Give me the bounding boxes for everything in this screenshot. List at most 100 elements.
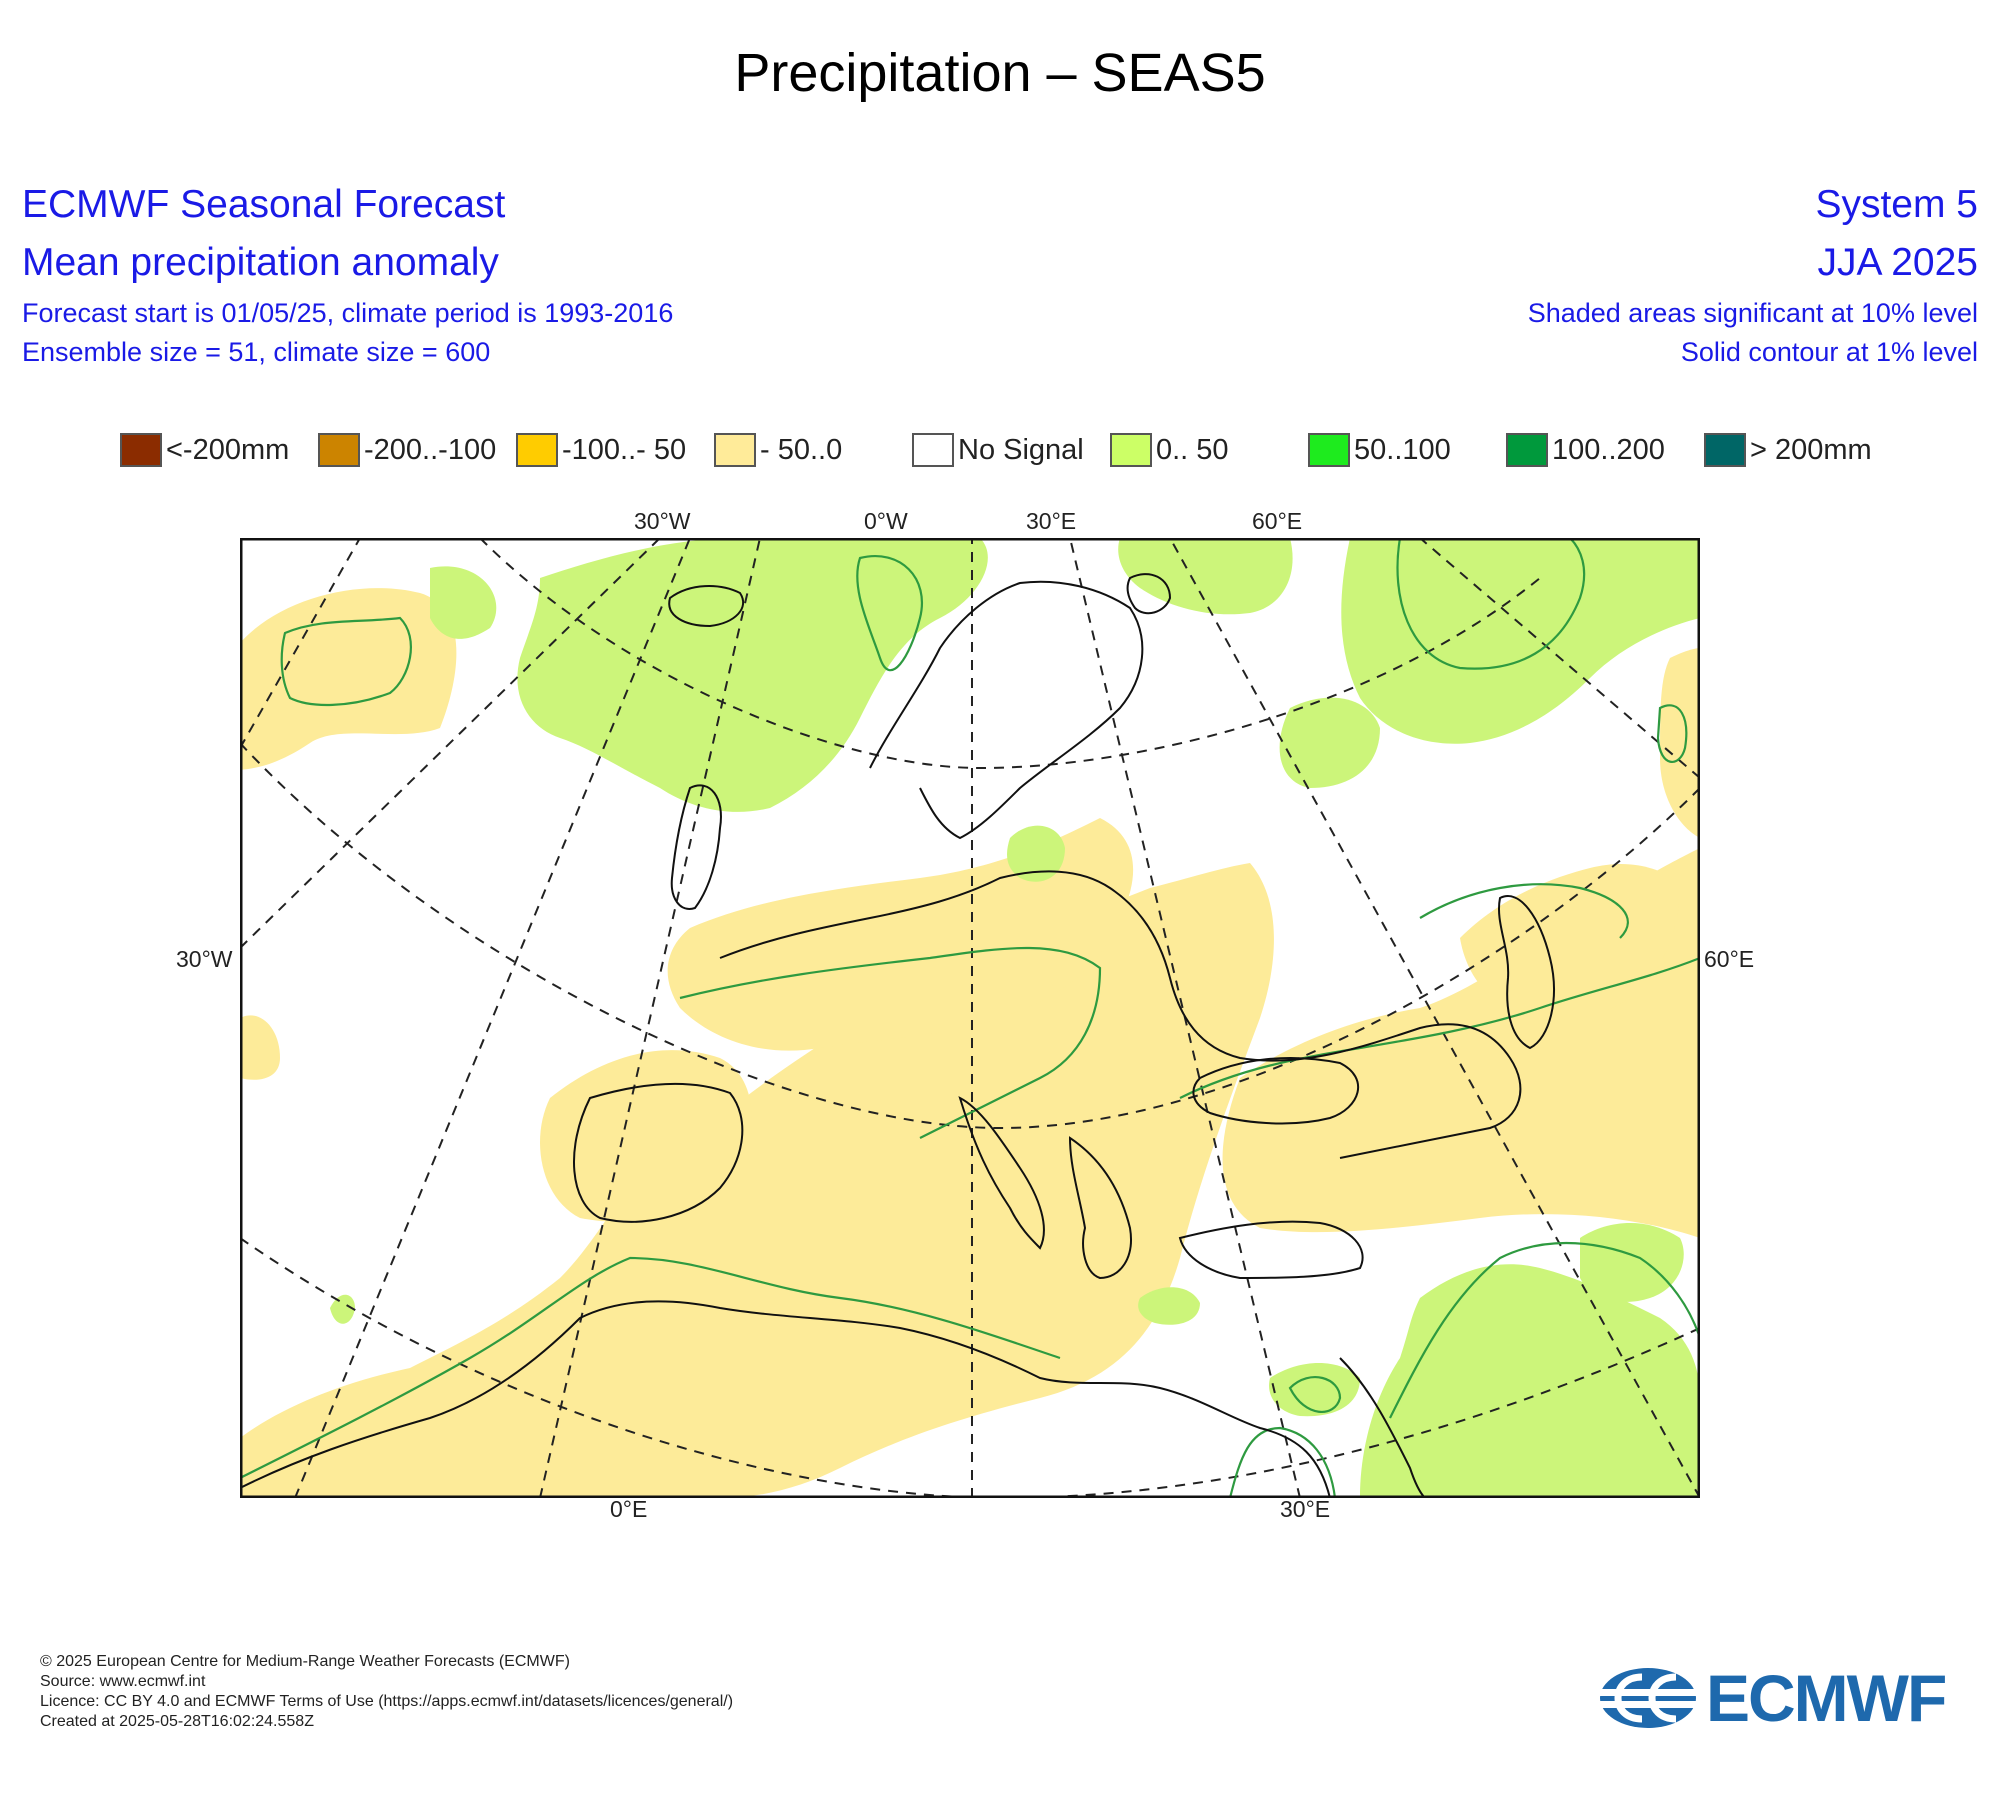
coast-north-africa bbox=[240, 1300, 1331, 1498]
legend-item: - 50..0 bbox=[714, 430, 842, 470]
legend-swatch bbox=[1506, 433, 1548, 467]
latitude-line-60n bbox=[479, 538, 1541, 770]
coastlines bbox=[240, 573, 1555, 1498]
dry-region-west-islands bbox=[240, 1015, 280, 1080]
map-top-tick-1: 30°W bbox=[634, 508, 691, 534]
map-top-tick-3: 30°E bbox=[1026, 508, 1077, 534]
legend-label: -200..-100 bbox=[364, 433, 497, 466]
contour-east-africa bbox=[1389, 1241, 1700, 1419]
dry-region-mediterranean bbox=[240, 863, 1274, 1498]
wet-region-arabia bbox=[1580, 1223, 1684, 1302]
dry-region-iberia bbox=[540, 1050, 752, 1222]
footer-copyright: © 2025 European Centre for Medium-Range … bbox=[40, 1653, 570, 1670]
legend-item: > 200mm bbox=[1704, 430, 1872, 470]
map-top-tick-4: 60°E bbox=[1252, 508, 1303, 534]
dry-region-central-europe bbox=[667, 818, 1134, 1051]
header-left-title: ECMWF Seasonal Forecast bbox=[22, 183, 506, 226]
longitude-line-30w-a bbox=[240, 538, 661, 949]
coast-balkans-greece bbox=[1068, 1136, 1132, 1280]
wet-region-west-siberia-lobe bbox=[1279, 697, 1380, 788]
contour-east-edge bbox=[1656, 704, 1688, 764]
legend-item: 100..200 bbox=[1506, 430, 1665, 470]
map-bottom-tick-2: 30°E bbox=[1280, 1496, 1331, 1522]
latitude-line-45n bbox=[240, 742, 1700, 1130]
legend-swatch bbox=[1308, 433, 1350, 467]
contour-north-africa bbox=[240, 1256, 1061, 1479]
map-frame bbox=[240, 538, 1700, 1498]
contour-atlantic-west bbox=[280, 616, 412, 707]
coast-turkey bbox=[1178, 1220, 1364, 1280]
contour-egypt bbox=[1228, 1426, 1337, 1498]
contour-caspian bbox=[1419, 883, 1629, 939]
legend-swatch bbox=[516, 433, 558, 467]
footer-licence: Licence: CC BY 4.0 and ECMWF Terms of Us… bbox=[40, 1693, 734, 1710]
header-right-season: JJA 2025 bbox=[1817, 241, 1978, 284]
legend-swatch bbox=[318, 433, 360, 467]
map-left-tick: 30°W bbox=[176, 946, 233, 972]
legend-label: 100..200 bbox=[1552, 433, 1665, 466]
footer-created: Created at 2025-05-28T16:02:24.558Z bbox=[40, 1713, 314, 1730]
legend-swatch bbox=[714, 433, 756, 467]
longitude-line-45e bbox=[1169, 538, 1700, 1498]
header-right-system: System 5 bbox=[1815, 183, 1978, 226]
legend-swatch bbox=[120, 433, 162, 467]
dry-region-east-edge bbox=[1660, 648, 1700, 838]
contour-levant bbox=[1288, 1376, 1342, 1413]
coast-white-sea bbox=[1126, 573, 1172, 615]
footer-source: Source: www.ecmwf.int bbox=[40, 1673, 206, 1690]
footer: © 2025 European Centre for Medium-Range … bbox=[40, 1652, 733, 1732]
legend-item: <-200mm bbox=[120, 430, 289, 470]
legend-item: No Signal bbox=[912, 430, 1084, 470]
dry-region-atlantic-west bbox=[240, 588, 457, 770]
coast-iberia bbox=[573, 1082, 744, 1223]
legend-item: -200..-100 bbox=[318, 430, 496, 470]
coast-italy bbox=[958, 1096, 1045, 1250]
legend-label: 0.. 50 bbox=[1156, 433, 1229, 466]
wet-region-atlantic-small bbox=[330, 1294, 355, 1324]
header-left-forecast-start: Forecast start is 01/05/25, climate peri… bbox=[22, 298, 674, 328]
legend-label: 50..100 bbox=[1354, 433, 1451, 466]
legend-item: 0.. 50 bbox=[1110, 430, 1229, 470]
legend-swatch bbox=[1704, 433, 1746, 467]
header-right-significance: Shaded areas significant at 10% level bbox=[1527, 298, 1978, 328]
longitude-line-0 bbox=[539, 538, 761, 1498]
legend-swatch bbox=[1110, 433, 1152, 467]
contour-black-sea bbox=[1179, 956, 1700, 1099]
header-left-ensemble-size: Ensemble size = 51, climate size = 600 bbox=[22, 337, 491, 367]
map-plot bbox=[240, 538, 1700, 1498]
coast-arabia-red-sea bbox=[1339, 1357, 1426, 1498]
header-left-subtitle: Mean precipitation anomaly bbox=[22, 241, 499, 284]
coast-iceland bbox=[668, 585, 745, 628]
contour-europe-south bbox=[679, 946, 1102, 1139]
anomaly-shading bbox=[240, 538, 1700, 1498]
wet-region-greece bbox=[1138, 1287, 1200, 1325]
legend-label: <-200mm bbox=[166, 433, 290, 466]
legend-item: -100..- 50 bbox=[516, 430, 686, 470]
map-top-tick-2: 0°W bbox=[864, 508, 908, 534]
legend-swatch bbox=[912, 433, 954, 467]
legend-label: > 200mm bbox=[1750, 433, 1872, 466]
wet-region-north-atlantic bbox=[430, 566, 497, 639]
ecmwf-logo: ECMWF bbox=[1598, 1660, 1947, 1736]
coast-black-sea bbox=[1192, 1057, 1360, 1125]
longitude-line-west-edge bbox=[240, 538, 361, 749]
header-right-contour-note: Solid contour at 1% level bbox=[1680, 337, 1978, 367]
longitude-line-60e bbox=[1419, 538, 1700, 779]
contour-norwegian bbox=[856, 555, 923, 672]
dry-region-caspian bbox=[1460, 863, 1680, 1020]
significance-contours bbox=[240, 538, 1700, 1498]
map-bottom-tick-1: 0°E bbox=[610, 1496, 648, 1522]
wet-region-north-russia bbox=[1118, 538, 1293, 615]
ecmwf-logo-text: ECMWF bbox=[1706, 1661, 1947, 1735]
contour-ural bbox=[1396, 538, 1586, 670]
longitude-line-15w bbox=[294, 538, 691, 1498]
coast-britain bbox=[670, 784, 722, 910]
legend: <-200mm -200..-100 -100..- 50 - 50..0 No Sig… bbox=[120, 430, 1920, 470]
ecmwf-logo-icon bbox=[1598, 1668, 1698, 1728]
legend-item: 50..100 bbox=[1308, 430, 1451, 470]
coast-europe-mainland bbox=[719, 870, 1522, 1159]
wet-region-baltic bbox=[1007, 825, 1065, 882]
legend-label: No Signal bbox=[958, 433, 1084, 466]
wet-region-urals bbox=[1341, 538, 1700, 744]
legend-label: -100..- 50 bbox=[562, 433, 687, 466]
